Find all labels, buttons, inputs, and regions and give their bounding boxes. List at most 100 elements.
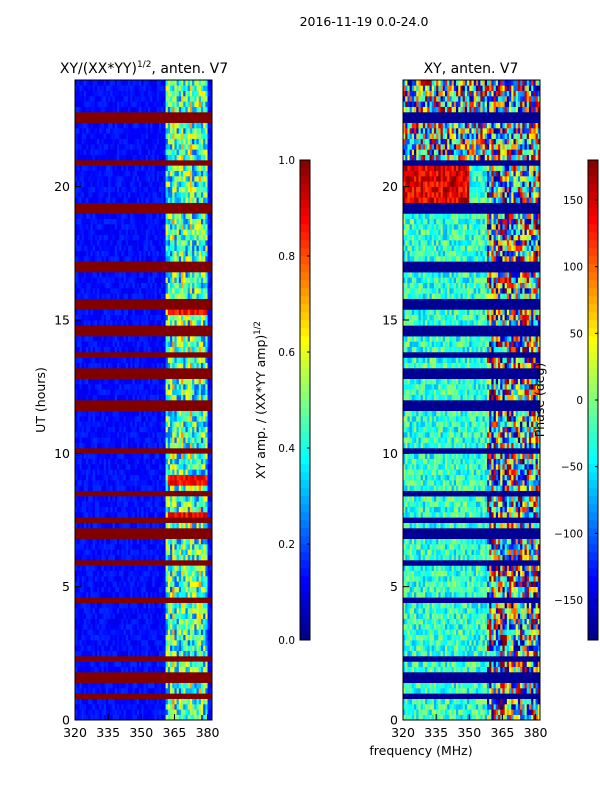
- heatmap-cell: [187, 453, 191, 459]
- heatmap-cell: [192, 426, 195, 433]
- heatmap-cell: [92, 496, 96, 502]
- heatmap-cell: [75, 501, 78, 507]
- heatmap-cell: [90, 714, 93, 721]
- heatmap-cell: [103, 480, 107, 486]
- heatmap-cell: [101, 453, 105, 459]
- heatmap-cell: [156, 309, 160, 315]
- heatmap-cell: [205, 570, 208, 577]
- heatmap-cell: [150, 256, 153, 262]
- heatmap-cell: [128, 554, 131, 561]
- heatmap-cell: [77, 501, 80, 507]
- heatmap-cell: [147, 549, 151, 555]
- heatmap-cell: [178, 698, 182, 705]
- heatmap-cell: [75, 320, 78, 326]
- heatmap-cell: [181, 272, 184, 278]
- heatmap-cell: [134, 506, 138, 513]
- heatmap-cell: [147, 218, 151, 225]
- heatmap-cell: [90, 698, 93, 705]
- heatmap-cell: [185, 218, 188, 225]
- heatmap-cell: [192, 389, 195, 395]
- heatmap-cell: [105, 698, 109, 705]
- heatmap-cell: [116, 650, 120, 657]
- heatmap-cell: [167, 389, 171, 395]
- heatmap-cell: [187, 437, 191, 443]
- heatmap-cell: [114, 256, 118, 262]
- heatmap-cell: [101, 389, 105, 395]
- heatmap-cell: [108, 570, 111, 577]
- heatmap-cell: [90, 538, 93, 545]
- heatmap-cell: [114, 165, 118, 171]
- heatmap-cell: [81, 293, 85, 299]
- flagged-row: [75, 405, 212, 411]
- heatmap-cell: [101, 437, 105, 443]
- heatmap-cell: [176, 186, 180, 193]
- heatmap-cell: [83, 549, 87, 555]
- heatmap-cell: [130, 629, 133, 635]
- heatmap-cell: [125, 362, 129, 369]
- heatmap-cell: [205, 346, 208, 353]
- heatmap-cell: [185, 426, 188, 433]
- heatmap-cell: [170, 394, 173, 401]
- heatmap-cell: [88, 293, 91, 299]
- heatmap-cell: [101, 378, 105, 385]
- heatmap-cell: [77, 608, 80, 614]
- heatmap-cell: [92, 229, 96, 235]
- heatmap-cell: [75, 682, 78, 689]
- heatmap-cell: [152, 165, 155, 171]
- heatmap-cell: [94, 234, 98, 241]
- heatmap-cell: [178, 442, 182, 449]
- heatmap-cell: [192, 421, 195, 427]
- heatmap-cell: [189, 410, 193, 417]
- heatmap-cell: [141, 341, 144, 347]
- heatmap-cell: [119, 314, 122, 321]
- heatmap-cell: [99, 453, 102, 459]
- heatmap-cell: [88, 288, 91, 294]
- heatmap-cell: [90, 389, 93, 395]
- heatmap-cell: [198, 229, 202, 235]
- heatmap-cell: [123, 464, 127, 470]
- heatmap-cell: [139, 234, 142, 241]
- heatmap-cell: [185, 640, 188, 646]
- heatmap-cell: [156, 458, 160, 465]
- heatmap-cell: [170, 314, 173, 321]
- heatmap-cell: [174, 554, 177, 561]
- heatmap-cell: [83, 272, 87, 278]
- heatmap-cell: [83, 410, 87, 417]
- heatmap-cell: [110, 592, 113, 598]
- heatmap-cell: [147, 565, 151, 571]
- heatmap-cell: [207, 170, 211, 177]
- heatmap-cell: [165, 469, 169, 475]
- heatmap-cell: [121, 485, 124, 491]
- heatmap-cell: [167, 186, 171, 193]
- heatmap-cell: [156, 496, 160, 502]
- heatmap-cell: [154, 394, 158, 401]
- heatmap-cell: [183, 640, 186, 646]
- heatmap-cell: [156, 682, 160, 689]
- heatmap-cell: [79, 394, 82, 401]
- heatmap-cell: [103, 256, 107, 262]
- heatmap-cell: [114, 234, 118, 241]
- heatmap-cell: [108, 650, 111, 657]
- heatmap-cell: [198, 624, 202, 630]
- heatmap-cell: [198, 309, 202, 315]
- heatmap-cell: [200, 565, 204, 571]
- heatmap-cell: [167, 576, 171, 582]
- heatmap-cell: [99, 165, 102, 171]
- heatmap-cell: [86, 618, 89, 625]
- heatmap-cell: [198, 544, 202, 550]
- heatmap-cell: [134, 576, 138, 582]
- flagged-row: [75, 266, 212, 273]
- heatmap-cell: [114, 378, 118, 385]
- heatmap-cell: [116, 288, 120, 294]
- heatmap-cell: [103, 538, 107, 545]
- heatmap-cell: [103, 437, 107, 443]
- heatmap-cell: [174, 602, 177, 609]
- heatmap-cell: [194, 629, 197, 635]
- heatmap-cell: [161, 474, 164, 481]
- heatmap-cell: [121, 256, 124, 262]
- heatmap-cell: [154, 309, 158, 315]
- heatmap-cell: [209, 293, 213, 299]
- heatmap-cell: [88, 336, 91, 342]
- heatmap-cell: [128, 346, 131, 353]
- heatmap-cell: [134, 176, 138, 182]
